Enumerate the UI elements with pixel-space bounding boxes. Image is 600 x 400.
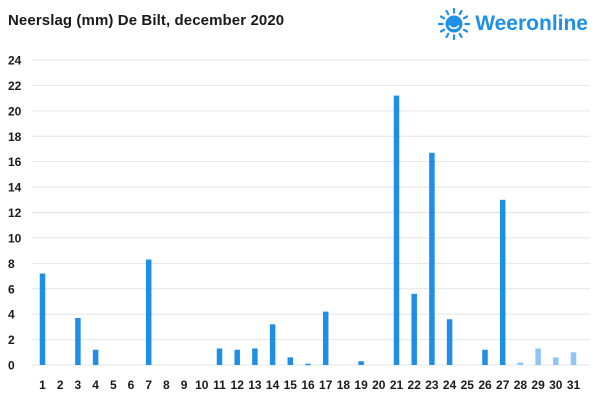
x-tick-label: 11 [213, 378, 226, 392]
x-tick-label: 12 [231, 378, 245, 392]
x-tick-label: 1 [39, 378, 46, 392]
bar-day-3 [75, 317, 81, 365]
bar-day-23 [429, 152, 435, 365]
x-tick-label: 23 [425, 378, 439, 392]
y-tick-label: 24 [8, 54, 22, 68]
bar-day-15 [287, 357, 294, 365]
x-tick-label: 22 [408, 378, 422, 392]
x-tick-label: 30 [549, 378, 563, 392]
bar-day-21 [393, 95, 400, 365]
bar-day-22 [411, 293, 417, 365]
bar-day-28 [517, 362, 524, 365]
y-tick-label: 2 [8, 333, 15, 347]
bar-day-31 [570, 352, 577, 365]
bar-day-30 [553, 357, 559, 365]
bar-day-16 [305, 363, 311, 366]
y-tick-label: 18 [8, 130, 22, 144]
y-tick-label: 6 [8, 282, 15, 296]
y-tick-label: 12 [8, 206, 22, 220]
x-tick-label: 14 [266, 378, 280, 392]
bar-day-14 [269, 324, 276, 365]
x-tick-label: 18 [337, 378, 351, 392]
bar-day-1 [39, 273, 46, 365]
bar-day-12 [234, 349, 240, 365]
x-tick-label: 16 [301, 378, 315, 392]
grid-lines [32, 59, 590, 366]
x-tick-label: 17 [319, 378, 333, 392]
x-tick-label: 7 [145, 378, 152, 392]
bar-day-24 [446, 319, 453, 365]
bar-day-11 [216, 348, 223, 365]
y-tick-label: 14 [8, 181, 22, 195]
x-tick-label: 21 [390, 378, 404, 392]
x-tick-label: 10 [195, 378, 209, 392]
y-tick-label: 10 [8, 231, 22, 245]
brand-logo: Weeronline [437, 6, 588, 42]
x-tick-label: 25 [461, 378, 475, 392]
bar-day-27 [499, 199, 506, 365]
y-tick-label: 0 [8, 359, 15, 373]
bar-day-29 [535, 348, 541, 365]
x-tick-label: 31 [567, 378, 581, 392]
y-tick-label: 8 [8, 257, 15, 271]
x-tick-label: 28 [514, 378, 528, 392]
x-axis-ticks: 1 2 3 4 5 6 7 8 9 10 11 12 13 14 15 16 17 18 19 20 21 22 23 24 2… [39, 378, 580, 392]
brand-name: Weeronline [475, 12, 588, 35]
y-tick-label: 20 [8, 104, 22, 118]
bar-day-7 [145, 259, 152, 365]
y-tick-label: 16 [8, 155, 22, 169]
x-tick-label: 20 [372, 378, 386, 392]
x-tick-label: 5 [110, 378, 117, 392]
x-tick-label: 24 [443, 378, 457, 392]
bar-day-4 [92, 349, 99, 365]
bar-day-19 [358, 361, 364, 365]
x-tick-label: 19 [354, 378, 368, 392]
x-tick-label: 26 [478, 378, 492, 392]
y-tick-label: 22 [8, 79, 22, 93]
x-tick-label: 3 [75, 378, 82, 392]
sun-icon [438, 7, 471, 41]
chart-title: Neerslag (mm) De Bilt, december 2020 [8, 12, 285, 29]
y-tick-label: 4 [8, 308, 15, 322]
x-tick-label: 6 [128, 378, 135, 392]
x-tick-label: 2 [57, 378, 64, 392]
bars [39, 95, 577, 366]
x-tick-label: 9 [181, 378, 188, 392]
x-tick-label: 4 [92, 378, 99, 392]
bar-day-17 [322, 311, 329, 365]
x-tick-label: 29 [531, 378, 545, 392]
x-tick-label: 8 [163, 378, 170, 392]
x-tick-label: 27 [496, 378, 510, 392]
bar-day-26 [482, 349, 488, 365]
x-tick-label: 13 [248, 378, 262, 392]
bar-day-13 [252, 348, 258, 365]
x-tick-label: 15 [284, 378, 298, 392]
